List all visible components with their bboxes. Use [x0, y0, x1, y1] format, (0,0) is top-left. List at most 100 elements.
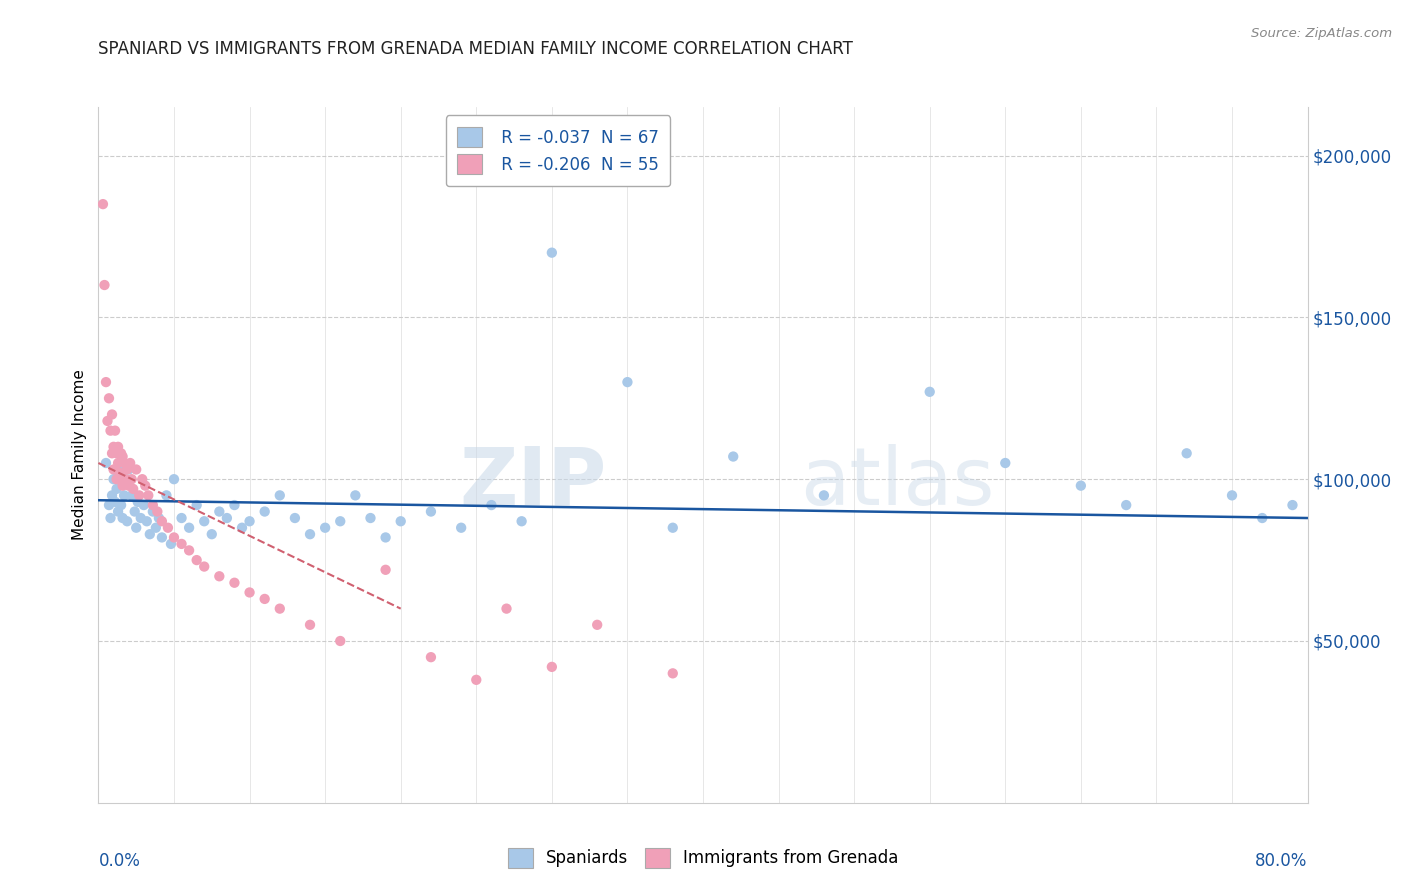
Point: [420, 504, 443, 518]
Point: [465, 673, 488, 687]
Point: [269, 601, 291, 615]
Legend: Spaniards, Immigrants from Grenada: Spaniards, Immigrants from Grenada: [501, 841, 905, 875]
Point: [269, 488, 291, 502]
Point: [389, 514, 412, 528]
Point: [129, 511, 152, 525]
Point: [170, 511, 193, 525]
Point: [155, 488, 177, 502]
Point: [111, 450, 134, 464]
Point: [94, 456, 117, 470]
Point: [253, 591, 276, 606]
Point: [193, 559, 215, 574]
Point: [163, 531, 186, 545]
Point: [96, 414, 118, 428]
Point: [231, 521, 253, 535]
Point: [495, 601, 517, 615]
Point: [224, 498, 246, 512]
Point: [100, 424, 122, 438]
Point: [120, 456, 142, 470]
Point: [450, 521, 472, 535]
Text: 80.0%: 80.0%: [1256, 852, 1308, 870]
Point: [179, 543, 201, 558]
Point: [314, 521, 336, 535]
Point: [142, 498, 165, 512]
Point: [163, 472, 186, 486]
Point: [112, 456, 135, 470]
Point: [105, 472, 128, 486]
Point: [208, 504, 231, 518]
Point: [124, 504, 146, 518]
Point: [122, 482, 145, 496]
Text: atlas: atlas: [800, 443, 994, 522]
Point: [179, 521, 201, 535]
Point: [193, 514, 215, 528]
Point: [160, 537, 183, 551]
Point: [101, 488, 124, 502]
Point: [1281, 498, 1303, 512]
Point: [253, 504, 276, 518]
Point: [360, 511, 382, 525]
Point: [115, 514, 138, 528]
Point: [103, 472, 125, 486]
Point: [918, 384, 941, 399]
Point: [125, 462, 148, 476]
Point: [1070, 478, 1092, 492]
Point: [1175, 446, 1198, 460]
Text: Source: ZipAtlas.com: Source: ZipAtlas.com: [1251, 27, 1392, 40]
Point: [616, 375, 638, 389]
Point: [146, 504, 169, 518]
Point: [136, 488, 159, 502]
Point: [98, 498, 121, 512]
Point: [481, 498, 503, 512]
Text: 0.0%: 0.0%: [98, 852, 141, 870]
Point: [101, 408, 124, 422]
Point: [139, 527, 162, 541]
Point: [540, 245, 562, 260]
Point: [150, 531, 173, 545]
Point: [93, 278, 115, 293]
Point: [994, 456, 1017, 470]
Point: [540, 660, 562, 674]
Point: [105, 446, 128, 460]
Point: [128, 488, 150, 502]
Point: [148, 511, 170, 525]
Point: [239, 585, 262, 599]
Text: SPANIARD VS IMMIGRANTS FROM GRENADA MEDIAN FAMILY INCOME CORRELATION CHART: SPANIARD VS IMMIGRANTS FROM GRENADA MEDI…: [98, 40, 853, 58]
Point: [662, 521, 685, 535]
Point: [110, 472, 132, 486]
Point: [239, 514, 262, 528]
Point: [145, 521, 167, 535]
Point: [329, 514, 352, 528]
Point: [91, 197, 114, 211]
Point: [105, 482, 128, 496]
Point: [100, 511, 122, 525]
Point: [186, 553, 208, 567]
Y-axis label: Median Family Income: Median Family Income: [72, 369, 87, 541]
Point: [111, 478, 134, 492]
Point: [108, 466, 131, 480]
Point: [114, 472, 136, 486]
Point: [110, 446, 132, 460]
Point: [170, 537, 193, 551]
Point: [118, 462, 141, 476]
Point: [101, 446, 124, 460]
Point: [108, 462, 131, 476]
Point: [723, 450, 745, 464]
Point: [132, 498, 155, 512]
Point: [125, 521, 148, 535]
Point: [186, 498, 208, 512]
Point: [374, 563, 396, 577]
Point: [374, 531, 396, 545]
Point: [107, 440, 129, 454]
Point: [121, 488, 143, 502]
Point: [813, 488, 835, 502]
Point: [284, 511, 307, 525]
Point: [110, 498, 132, 512]
Point: [104, 495, 127, 509]
Point: [131, 472, 153, 486]
Point: [135, 514, 157, 528]
Point: [94, 375, 117, 389]
Text: ZIP: ZIP: [458, 443, 606, 522]
Point: [208, 569, 231, 583]
Point: [1220, 488, 1243, 502]
